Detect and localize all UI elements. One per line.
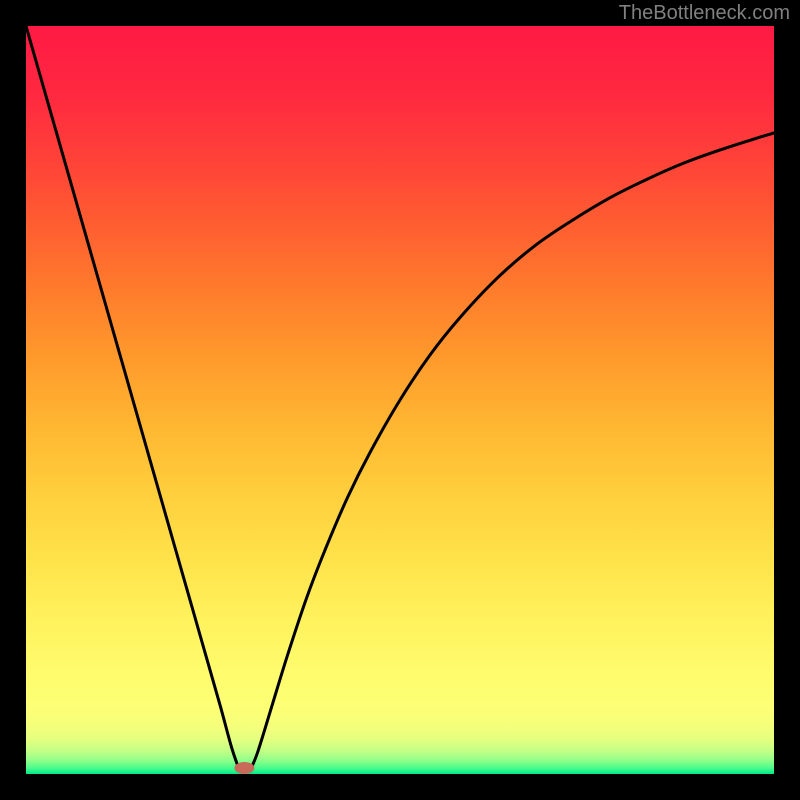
watermark-text: TheBottleneck.com	[619, 2, 790, 25]
bottleneck-chart	[0, 0, 800, 800]
optimal-point-marker	[234, 762, 254, 774]
chart-container: TheBottleneck.com	[0, 0, 800, 800]
